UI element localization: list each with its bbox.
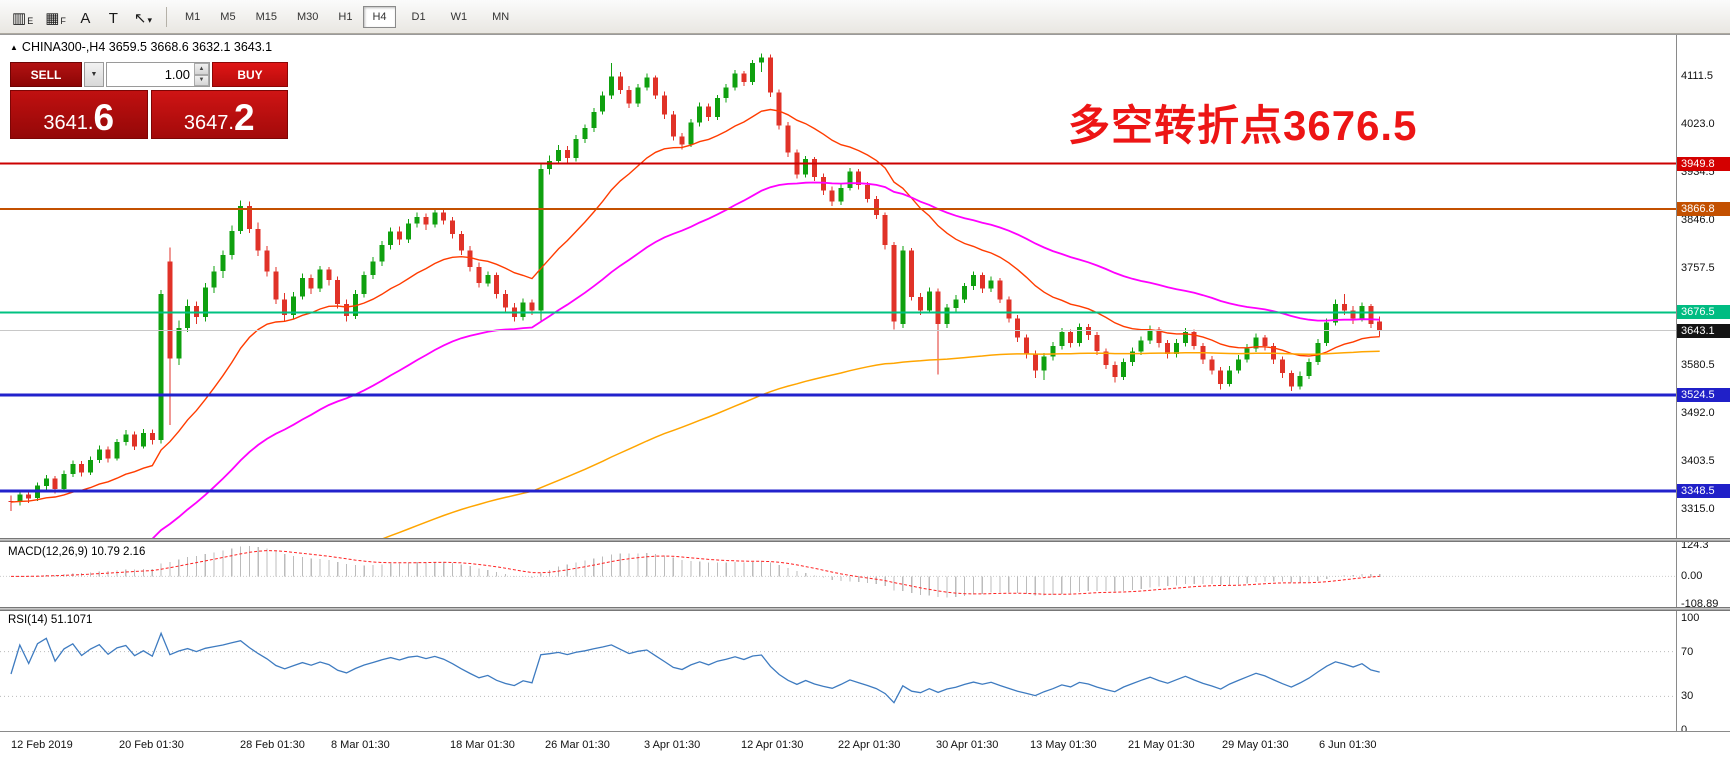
time-tick-label: 13 May 01:30 xyxy=(1030,739,1097,751)
timeframe-button-M1[interactable]: M1 xyxy=(176,6,209,28)
symbol-ohlc-label: CHINA300-,H4 3659.5 3668.6 3632.1 3643.1 xyxy=(21,40,273,54)
timeframe-button-D1[interactable]: D1 xyxy=(403,6,435,28)
text-tool-icon[interactable]: A xyxy=(74,5,98,29)
price-tick-label: 3757.5 xyxy=(1681,262,1715,275)
chevron-down-icon: ▼ xyxy=(90,71,98,78)
volume-field-wrap: ▲ ▼ xyxy=(106,62,210,87)
toolbar-separator xyxy=(166,6,167,27)
macd-tick-label: 124.3 xyxy=(1681,539,1709,551)
symbol-expand-icon[interactable]: ▲ xyxy=(10,42,18,52)
price-tick-label: 3492.0 xyxy=(1681,406,1715,419)
cursor-dropdown-icon[interactable]: ↖ ▾ xyxy=(130,5,156,29)
price-tag: 3676.5 xyxy=(1677,305,1730,320)
rsi-label: RSI(14) 51.1071 xyxy=(8,614,93,626)
time-tick-label: 20 Feb 01:30 xyxy=(119,739,184,751)
volume-spinner: ▲ ▼ xyxy=(194,63,209,86)
price-chart-canvas[interactable] xyxy=(0,35,1676,538)
price-tick-label: 3403.5 xyxy=(1681,454,1715,467)
toolbar-icon-group: ▥ E ▦ F A T ↖ ▾ xyxy=(6,5,158,29)
time-tick-label: 18 Mar 01:30 xyxy=(450,739,515,751)
annotation-text: 多空转折点3676.5 xyxy=(1068,102,1418,149)
time-tick-label: 12 Apr 01:30 xyxy=(741,739,804,751)
volume-increase-button[interactable]: ▲ xyxy=(194,63,209,75)
textbox-tool-icon[interactable]: T xyxy=(102,5,126,29)
candlestick-chart-icon[interactable]: ▥ E xyxy=(8,5,37,29)
price-tag: 3866.8 xyxy=(1677,201,1730,216)
ask-price-big-digit: 2 xyxy=(233,96,255,138)
time-tick-label: 30 Apr 01:30 xyxy=(936,739,999,751)
time-tick-label: 12 Feb 2019 xyxy=(11,739,73,751)
buy-button[interactable]: BUY xyxy=(212,62,288,87)
price-tag: 3949.8 xyxy=(1677,156,1730,171)
price-tick-label: 3580.5 xyxy=(1681,358,1715,371)
bid-price-big-digit: 6 xyxy=(93,96,115,138)
price-tick-label: 4111.5 xyxy=(1681,69,1714,82)
toolbar: ▥ E ▦ F A T ↖ ▾ M1 M5 M15 M30 H1 H4 D1 W1 MN xyxy=(0,0,1730,34)
price-tick-label: 4023.0 xyxy=(1681,117,1715,130)
timeframe-button-M5[interactable]: M5 xyxy=(211,6,244,28)
price-tick-label: 3846.0 xyxy=(1681,214,1715,227)
rsi-tick-label: 70 xyxy=(1681,645,1694,658)
time-tick-label: 26 Mar 01:30 xyxy=(545,739,610,751)
price-tag: 3348.5 xyxy=(1677,483,1730,498)
time-axis[interactable]: 12 Feb 2019 20 Feb 01:30 28 Feb 01:30 8 Mar… xyxy=(0,731,1730,759)
timeframe-group: M1 M5 M15 M30 H1 H4 D1 W1 MN xyxy=(175,5,519,28)
timeframe-button-M15[interactable]: M15 xyxy=(247,6,286,28)
price-tag: 3643.1 xyxy=(1677,323,1730,338)
time-tick-label: 22 Apr 01:30 xyxy=(838,739,901,751)
timeframe-button-MN[interactable]: MN xyxy=(483,6,518,28)
timeframe-button-M30[interactable]: M30 xyxy=(288,6,327,28)
macd-panel-canvas[interactable] xyxy=(0,542,1676,607)
timeframe-button-H1[interactable]: H1 xyxy=(329,6,361,28)
macd-tick-label: 0.00 xyxy=(1681,570,1703,583)
volume-input[interactable] xyxy=(106,62,210,87)
timeframe-button-H4[interactable]: H4 xyxy=(363,5,396,28)
time-tick-label: 29 May 01:30 xyxy=(1222,739,1289,751)
sell-button[interactable]: SELL xyxy=(10,62,82,87)
rsi-panel-canvas[interactable] xyxy=(0,611,1676,731)
rsi-tick-label: 30 xyxy=(1681,690,1694,703)
ask-price-box[interactable]: 3647. 2 xyxy=(150,90,288,139)
bid-price-box[interactable]: 3641. 6 xyxy=(10,90,148,139)
template-grid-icon[interactable]: ▦ F xyxy=(41,5,70,29)
price-tick-label: 3315.0 xyxy=(1681,503,1715,516)
rsi-tick-label: 0 xyxy=(1681,724,1688,736)
time-tick-label: 8 Mar 01:30 xyxy=(331,739,390,751)
price-tag: 3524.5 xyxy=(1677,388,1730,403)
time-tick-label: 28 Feb 01:30 xyxy=(240,739,305,751)
volume-preset-dropdown[interactable]: ▼ xyxy=(84,62,104,87)
panel-divider-macd[interactable] xyxy=(0,538,1730,542)
bid-price: 3641. xyxy=(43,112,94,134)
one-click-trading-panel: SELL ▼ ▲ ▼ BUY 3641.6 3647.2 xyxy=(10,62,288,139)
time-tick-label: 3 Apr 01:30 xyxy=(644,739,701,751)
rsi-tick-label: 100 xyxy=(1681,612,1700,624)
ask-price: 3647. xyxy=(183,112,234,134)
macd-label: MACD(12,26,9) 10.79 2.16 xyxy=(8,546,146,558)
price-axis[interactable]: 4111.54023.03934.53846.03757.53669.03580… xyxy=(1676,35,1730,736)
time-tick-label: 6 Jun 01:30 xyxy=(1319,739,1377,751)
time-tick-label: 21 May 01:30 xyxy=(1128,739,1195,751)
symbol-header: ▲ CHINA300-,H4 3659.5 3668.6 3632.1 3643… xyxy=(10,40,272,54)
timeframe-button-W1[interactable]: W1 xyxy=(442,6,477,28)
volume-decrease-button[interactable]: ▼ xyxy=(194,74,209,86)
panel-divider-rsi[interactable] xyxy=(0,607,1730,611)
